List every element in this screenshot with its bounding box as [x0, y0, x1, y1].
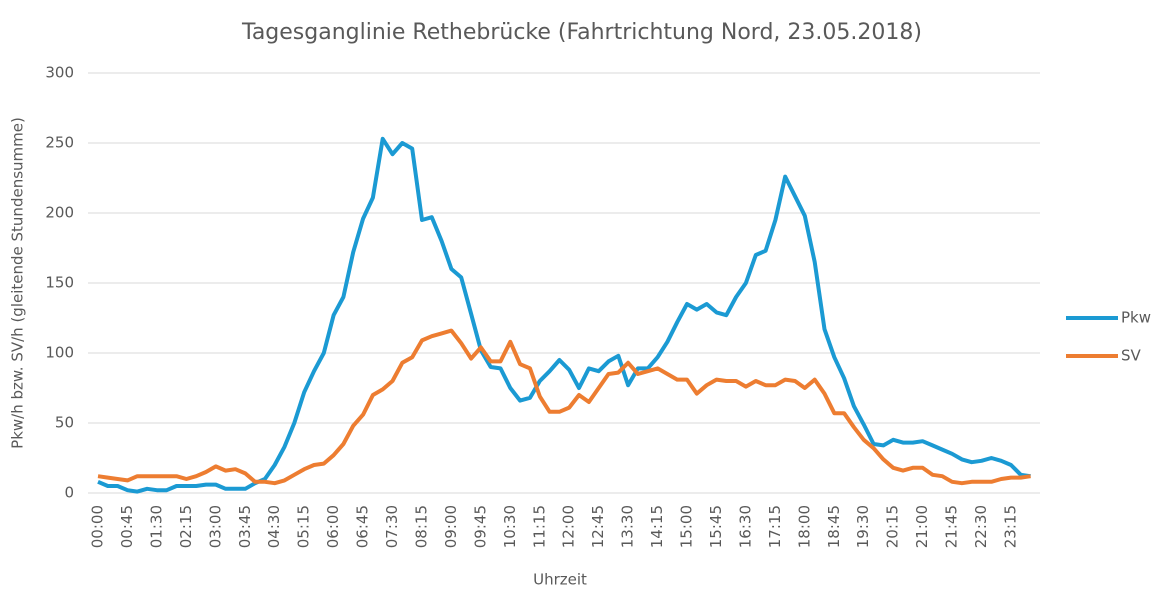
y-tick-label: 100: [45, 344, 74, 362]
x-tick-label: 05:15: [295, 505, 313, 548]
x-tick-label: 14:15: [648, 505, 666, 548]
x-tick-label: 21:45: [943, 505, 961, 548]
legend-label: Pkw: [1121, 309, 1151, 327]
y-tick-label: 50: [55, 414, 74, 432]
x-tick-label: 23:15: [1002, 505, 1020, 548]
x-tick-label: 12:45: [589, 505, 607, 548]
x-tick-label: 18:00: [795, 505, 813, 548]
x-tick-label: 06:45: [354, 505, 372, 548]
x-tick-label: 01:30: [147, 505, 165, 548]
x-tick-label: 12:00: [560, 505, 578, 548]
x-tick-label: 02:15: [177, 505, 195, 548]
x-tick-label: 11:15: [530, 505, 548, 548]
x-tick-label: 09:00: [442, 505, 460, 548]
y-tick-label: 150: [45, 274, 74, 292]
x-tick-label: 06:00: [324, 505, 342, 548]
y-tick-label: 300: [45, 64, 74, 82]
x-tick-label: 09:45: [471, 505, 489, 548]
y-tick-label: 200: [45, 204, 74, 222]
y-tick-label: 250: [45, 134, 74, 152]
x-tick-label: 15:45: [707, 505, 725, 548]
line-series: [97, 136, 1031, 494]
x-tick-label: 03:45: [236, 505, 254, 548]
x-tick-label: 13:30: [619, 505, 637, 548]
x-tick-label: 15:00: [678, 505, 696, 548]
x-tick-label: 00:00: [89, 505, 107, 548]
x-tick-label: 17:15: [766, 505, 784, 548]
x-tick-label: 20:15: [884, 505, 902, 548]
y-tick-label: 0: [64, 484, 74, 502]
x-tick-label: 00:45: [118, 505, 136, 548]
x-tick-label: 08:15: [412, 505, 430, 548]
x-tick-label: 19:30: [854, 505, 872, 548]
line-series: [97, 328, 1031, 486]
x-tick-label: 18:45: [825, 505, 843, 548]
x-tick-label: 21:00: [913, 505, 931, 548]
x-tick-label: 16:30: [736, 505, 754, 548]
x-tick-label: 07:30: [383, 505, 401, 548]
x-tick-label: 22:30: [972, 505, 990, 548]
x-axis-label: Uhrzeit: [533, 571, 587, 589]
x-tick-label: 10:30: [501, 505, 519, 548]
chart-title: Tagesganglinie Rethebrücke (Fahrtrichtun…: [241, 20, 922, 45]
x-tick-label: 03:00: [206, 505, 224, 548]
x-tick-label: 04:30: [265, 505, 283, 548]
legend-label: SV: [1121, 347, 1142, 365]
y-axis-label: Pkw/h bzw. SV/h (gleitende Stundensumme): [9, 117, 27, 449]
